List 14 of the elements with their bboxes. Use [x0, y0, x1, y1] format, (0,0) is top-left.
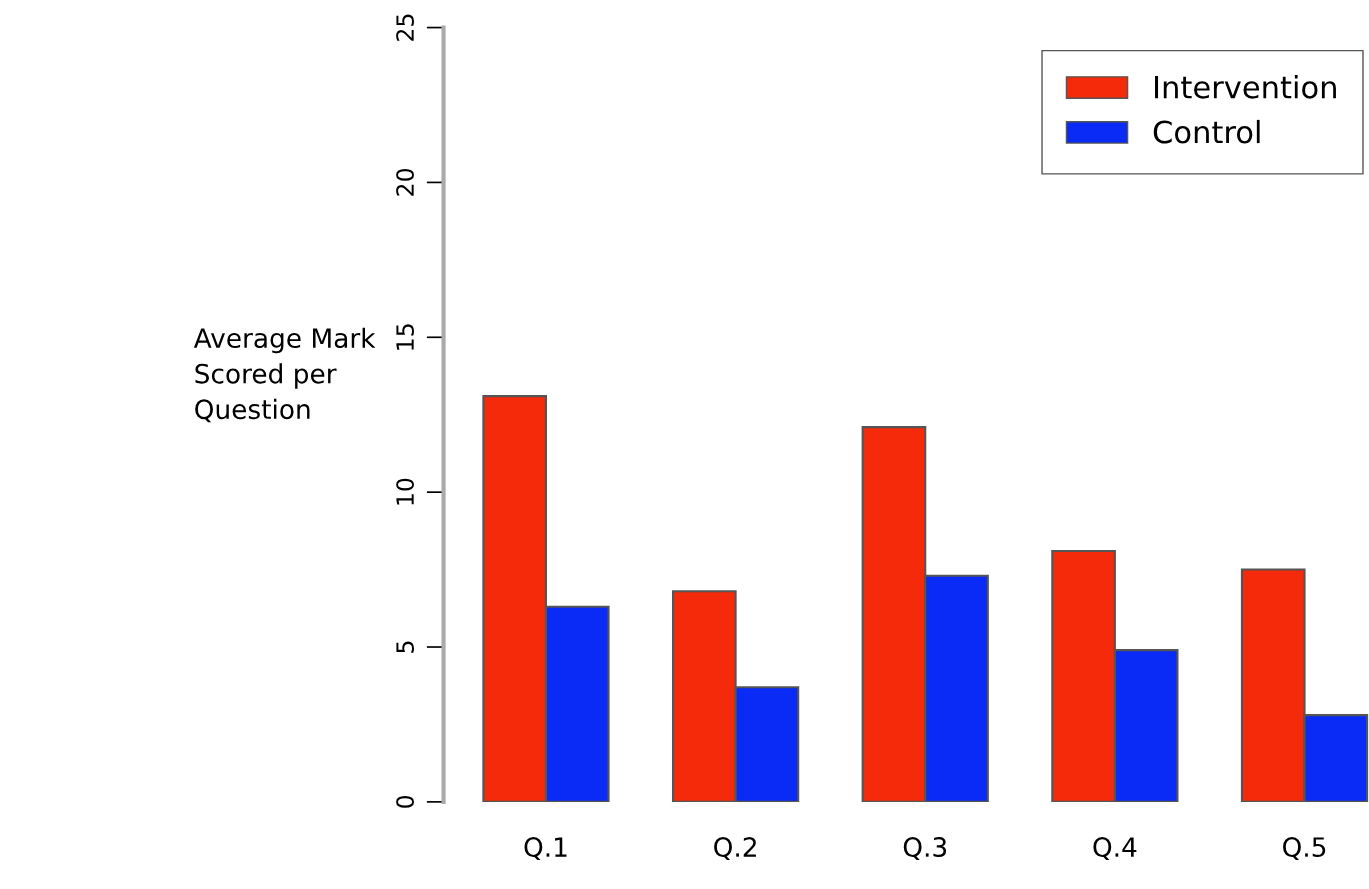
- x-tick-label: Q.2: [714, 837, 756, 861]
- y-tick-label: 15: [396, 324, 414, 350]
- legend-label: Intervention: [1155, 75, 1336, 99]
- y-tick-label: 0: [396, 795, 414, 808]
- x-tick-label: Q.5: [1283, 837, 1326, 861]
- x-tick-label: Q.3: [903, 837, 947, 861]
- y-tick-label: 5: [396, 641, 414, 653]
- legend-label: Control: [1153, 119, 1260, 144]
- y-tick-label: 20: [396, 168, 414, 196]
- y-axis-title: Average Mark Scored per Question: [193, 327, 376, 423]
- x-tick-label: Q.4: [1093, 837, 1137, 861]
- y-tick-label: 10: [396, 478, 414, 505]
- x-tick-label: Q.1: [524, 837, 567, 861]
- y-tick-label: 25: [396, 14, 414, 41]
